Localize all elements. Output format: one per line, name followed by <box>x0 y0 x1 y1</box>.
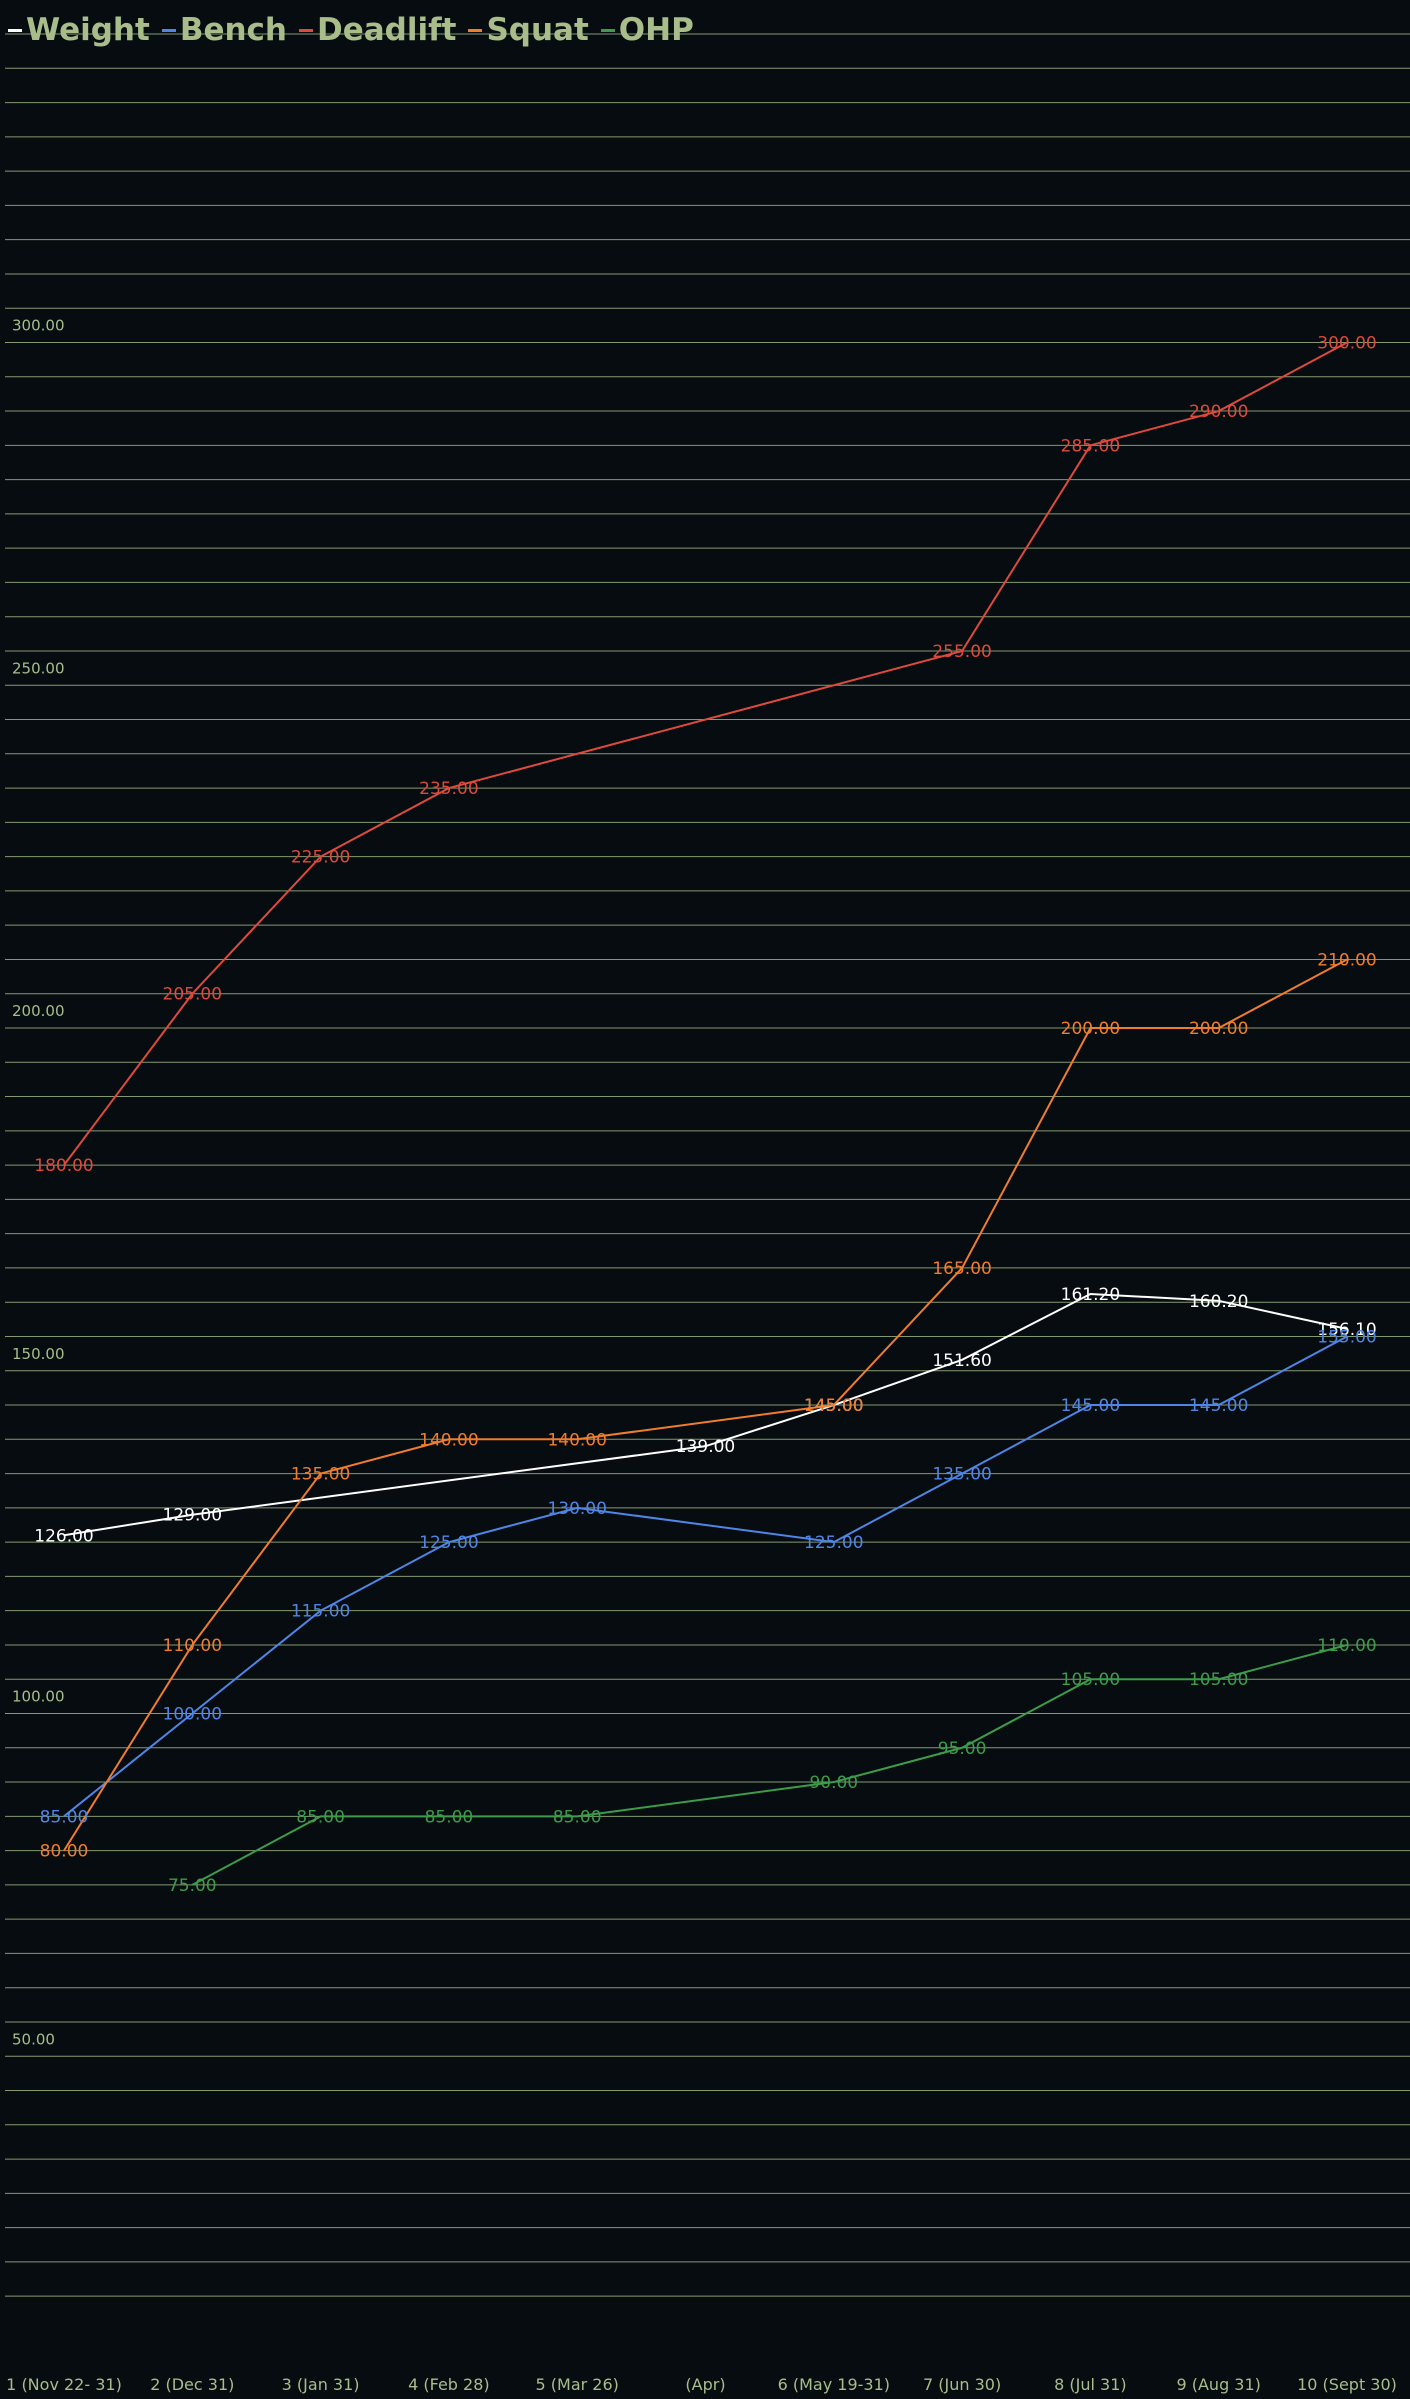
data-label-squat: 200.00 <box>1061 1019 1120 1039</box>
data-label-bench: 135.00 <box>932 1465 991 1485</box>
data-label-deadlift: 285.00 <box>1061 436 1120 456</box>
data-label-weight: 139.00 <box>676 1437 735 1457</box>
data-label-bench: 125.00 <box>419 1533 478 1553</box>
data-label-squat: 135.00 <box>291 1465 350 1485</box>
y-tick-label: 300.00 <box>12 317 65 335</box>
data-label-weight: 161.20 <box>1061 1285 1120 1305</box>
data-label-ohp: 85.00 <box>425 1807 474 1827</box>
data-label-squat: 140.00 <box>547 1430 606 1450</box>
x-tick-label: 1 (Nov 22- 31) <box>6 2375 122 2394</box>
y-tick-label: 150.00 <box>12 1345 65 1363</box>
data-label-bench: 125.00 <box>804 1533 863 1553</box>
legend-item-weight: Weight <box>8 12 150 48</box>
legend-label: Weight <box>26 12 150 48</box>
legend-swatch <box>161 28 176 32</box>
y-tick-label: 200.00 <box>12 1002 65 1020</box>
data-label-squat: 210.00 <box>1317 950 1376 970</box>
data-label-weight: 145.00 <box>804 1396 863 1416</box>
x-tick-label: 4 (Feb 28) <box>408 2375 490 2394</box>
data-label-deadlift: 255.00 <box>932 642 991 662</box>
data-label-weight: 126.00 <box>34 1526 93 1546</box>
x-tick-label: 5 (Mar 26) <box>536 2375 619 2394</box>
legend-label: Bench <box>179 12 287 48</box>
data-label-squat: 165.00 <box>932 1259 991 1279</box>
x-tick-label: 7 (Jun 30) <box>923 2375 1001 2394</box>
data-label-ohp: 90.00 <box>809 1773 858 1793</box>
x-tick-label: 6 (May 19-31) <box>778 2375 890 2394</box>
data-label-bench: 145.00 <box>1061 1396 1120 1416</box>
data-label-weight: 151.60 <box>932 1351 991 1371</box>
series-line-ohp <box>191 1643 1348 1886</box>
data-label-ohp: 105.00 <box>1189 1670 1248 1690</box>
legend-swatch <box>600 28 615 32</box>
legend-item-deadlift: Deadlift <box>299 12 456 48</box>
data-label-squat: 140.00 <box>419 1430 478 1450</box>
data-label-deadlift: 300.00 <box>1317 334 1376 354</box>
data-label-weight: 156.10 <box>1317 1320 1376 1340</box>
series-lines <box>63 341 1348 1886</box>
data-label-bench: 85.00 <box>40 1807 89 1827</box>
legend-label: Deadlift <box>317 12 457 48</box>
x-tick-label: 10 (Sept 30) <box>1297 2375 1397 2394</box>
data-label-ohp: 85.00 <box>296 1807 345 1827</box>
x-tick-label: (Apr) <box>685 2375 725 2394</box>
y-tick-label: 100.00 <box>12 1688 65 1706</box>
data-label-deadlift: 180.00 <box>34 1156 93 1176</box>
y-axis-ticks: 50.00 100.00 150.00 200.00 250.00 300.00 <box>12 317 65 2049</box>
data-label-bench: 130.00 <box>547 1499 606 1519</box>
x-axis-ticks: 1 (Nov 22- 31) 2 (Dec 31) 3 (Jan 31) 4 (Feb… <box>6 2375 1397 2394</box>
data-label-ohp: 110.00 <box>1317 1636 1376 1656</box>
data-label-squat: 80.00 <box>40 1842 89 1862</box>
y-tick-label: 250.00 <box>12 659 65 677</box>
data-label-weight: 129.00 <box>163 1506 222 1526</box>
data-label-ohp: 85.00 <box>553 1807 602 1827</box>
series-line-deadlift <box>63 341 1348 1166</box>
x-tick-label: 3 (Jan 31) <box>282 2375 360 2394</box>
x-tick-label: 8 (Jul 31) <box>1054 2375 1127 2394</box>
chart-legend: Weight Bench Deadlift Squat OHP <box>8 12 706 48</box>
data-label-deadlift: 290.00 <box>1189 402 1248 422</box>
data-label-deadlift: 225.00 <box>291 848 350 868</box>
data-label-ohp: 105.00 <box>1061 1670 1120 1690</box>
data-label-ohp: 75.00 <box>168 1876 217 1896</box>
data-labels: 126.00 129.00 139.00 145.00 151.60 161.20 160.… <box>34 334 1376 1896</box>
data-label-ohp: 95.00 <box>938 1739 987 1759</box>
series-line-squat <box>63 958 1348 1852</box>
series-line-bench <box>63 1335 1348 1818</box>
series-line-weight <box>63 1292 1348 1537</box>
x-tick-label: 9 (Aug 31) <box>1176 2375 1260 2394</box>
legend-item-ohp: OHP <box>600 12 694 48</box>
x-tick-label: 2 (Dec 31) <box>150 2375 234 2394</box>
data-label-squat: 200.00 <box>1189 1019 1248 1039</box>
legend-label: OHP <box>618 12 694 48</box>
legend-label: Squat <box>486 12 589 48</box>
data-label-bench: 145.00 <box>1189 1396 1248 1416</box>
legend-swatch <box>468 28 483 32</box>
data-label-weight: 160.20 <box>1189 1292 1248 1312</box>
data-label-deadlift: 235.00 <box>419 779 478 799</box>
grid-lines <box>5 33 1410 2297</box>
legend-swatch <box>299 28 313 32</box>
data-label-squat: 110.00 <box>163 1636 222 1656</box>
legend-item-bench: Bench <box>161 12 287 48</box>
legend-swatch <box>8 28 22 32</box>
data-label-bench: 100.00 <box>163 1705 222 1725</box>
data-label-deadlift: 205.00 <box>163 985 222 1005</box>
data-label-squat: 145.00 <box>804 1396 863 1416</box>
y-tick-label: 50.00 <box>12 2030 55 2048</box>
data-label-bench: 155.00 <box>1317 1327 1376 1347</box>
data-label-bench: 115.00 <box>291 1602 350 1622</box>
legend-item-squat: Squat <box>468 12 589 48</box>
